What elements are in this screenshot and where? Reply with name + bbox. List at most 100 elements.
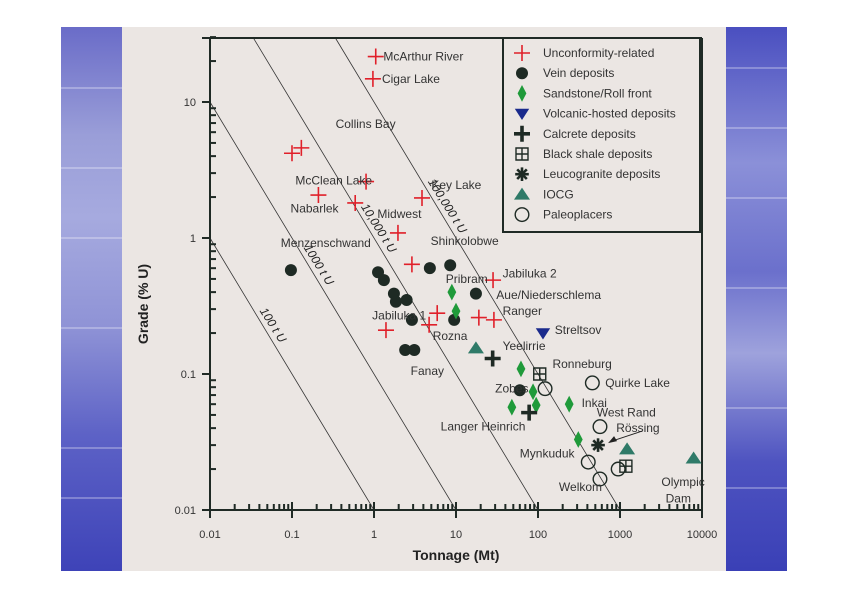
- data-point: [537, 381, 553, 397]
- data-point: [421, 316, 438, 333]
- data-point: [400, 294, 413, 307]
- plus-marker: [347, 194, 364, 211]
- plus-marker: [284, 145, 300, 162]
- data-point: [485, 272, 502, 289]
- point-label: Dam: [666, 491, 691, 505]
- plus-marker: [485, 272, 502, 289]
- open-circle-marker: [592, 419, 608, 435]
- data-point: [377, 322, 394, 339]
- legend-marker: [514, 45, 530, 61]
- x-axis-title: Tonnage (Mt): [413, 547, 500, 563]
- axes: 0.01 0.1 1 10 100 1000 10000 0.01 0.1 1 10: [175, 36, 717, 541]
- point-label: Nabarlek: [291, 201, 340, 215]
- data-point: [403, 256, 420, 273]
- asterisk-stroke: [592, 439, 604, 451]
- data-points: [284, 48, 702, 487]
- data-point: [423, 262, 436, 275]
- data-point: [513, 384, 526, 397]
- plus-marker: [367, 48, 384, 65]
- data-point: [389, 224, 406, 241]
- y-tick-label: 1: [190, 233, 196, 245]
- bold-plus-marker: [484, 350, 501, 367]
- data-point: [535, 328, 551, 340]
- data-point: [358, 173, 375, 190]
- point-label: Ronneburg: [552, 357, 611, 371]
- data-point: [310, 187, 327, 204]
- data-point: [429, 305, 446, 322]
- filled-circle-marker: [444, 259, 457, 272]
- data-point: [470, 309, 487, 326]
- data-point: [573, 431, 583, 448]
- rossing-arrow-line: [611, 430, 643, 442]
- y-axis-title: Grade (% U): [135, 264, 151, 344]
- plus-marker: [377, 322, 394, 339]
- point-label: Quirke Lake: [605, 376, 670, 390]
- point-label: Welkom: [559, 480, 602, 494]
- data-point: [293, 139, 310, 156]
- data-point: [485, 311, 502, 328]
- point-label: Collins Bay: [336, 117, 396, 131]
- data-point: [580, 454, 596, 470]
- point-label: Pribram: [446, 272, 488, 286]
- point-label: Jabiluka 1: [372, 308, 426, 322]
- legend-label: Calcrete deposits: [543, 127, 636, 141]
- point-label: Key Lake: [431, 178, 481, 192]
- filled-circle-marker: [399, 344, 412, 357]
- filled-circle-marker: [284, 264, 297, 277]
- plus-marker: [364, 70, 381, 87]
- point-label: Midwest: [377, 207, 422, 221]
- filled-circle-marker: [405, 313, 418, 326]
- point-label: West Rand: [597, 406, 656, 420]
- point-labels: McArthur River Cigar Lake Collins Bay McCle…: [281, 50, 705, 506]
- iso-line: [252, 36, 539, 511]
- data-point: [591, 438, 605, 452]
- up-triangle-marker: [685, 451, 702, 464]
- rossing-arrow-head: [608, 436, 618, 444]
- point-label: Streltsov: [555, 323, 602, 337]
- legend-label: Paleoplacers: [543, 208, 612, 222]
- data-point: [284, 264, 297, 277]
- filled-circle-marker: [377, 274, 390, 287]
- data-point: [533, 367, 547, 381]
- legend-label: Volcanic-hosted deposits: [543, 107, 676, 121]
- data-point: [444, 259, 457, 272]
- data-point: [405, 313, 418, 326]
- legend-label: Vein deposits: [543, 66, 614, 80]
- data-point: [584, 375, 600, 391]
- chart-panel: [122, 27, 726, 571]
- diamond-marker: [516, 360, 526, 378]
- legend-label: Leucogranite deposits: [543, 167, 660, 181]
- diamond-marker: [517, 85, 527, 102]
- open-circle-marker: [514, 207, 530, 223]
- filled-circle-marker: [423, 262, 436, 275]
- open-circle-marker: [610, 461, 626, 477]
- point-label: McArthur River: [383, 50, 463, 64]
- point-label: Shinkolobwe: [431, 234, 499, 248]
- data-point: [364, 70, 381, 87]
- plus-marker: [358, 173, 375, 190]
- point-label: Fanay: [411, 364, 444, 378]
- point-label: Langer Heinrich: [441, 420, 526, 434]
- data-point: [531, 396, 541, 414]
- legend-marker: [514, 108, 530, 120]
- filled-circle-marker: [408, 344, 421, 357]
- point-label: Olympic: [661, 475, 704, 489]
- filled-circle-marker: [400, 294, 413, 307]
- point-label: Menzenschwand: [281, 236, 371, 250]
- data-point: [367, 48, 384, 65]
- data-point: [399, 344, 412, 357]
- asterisk-stroke: [516, 168, 528, 180]
- x-tick-label: 10: [450, 529, 462, 541]
- data-point: [528, 383, 538, 401]
- data-point: [389, 295, 402, 308]
- diamond-marker: [507, 398, 517, 416]
- legend-marker: [515, 147, 529, 161]
- point-label: Rozna: [433, 329, 468, 343]
- legend-label: Sandstone/Roll front: [543, 86, 652, 100]
- x-tick-label: 1: [371, 529, 377, 541]
- legend-label: Black shale deposits: [543, 147, 652, 161]
- point-label: Jabiluka 2: [503, 266, 557, 280]
- grid-square-marker: [515, 147, 529, 161]
- data-point: [610, 461, 626, 477]
- plus-marker: [485, 311, 502, 328]
